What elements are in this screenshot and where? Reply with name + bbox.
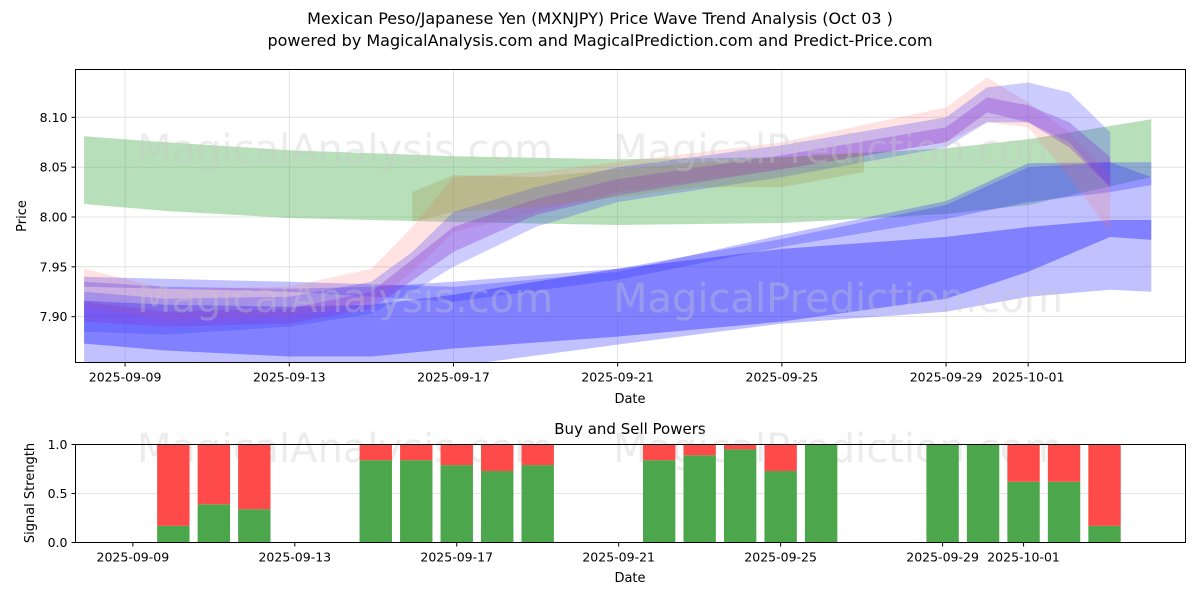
price-y-tick-label: 8.00 — [40, 209, 68, 224]
watermark-text: MagicalAnalysis.com — [137, 276, 553, 322]
price-x-tick-label: 2025-09-13 — [253, 370, 326, 385]
band-lower-cone-inner — [84, 220, 1152, 357]
buy-bar — [926, 444, 959, 543]
buy-bar — [238, 509, 271, 543]
buy-bar — [197, 504, 231, 543]
watermark-text: MagicalPrediction.com — [613, 276, 1063, 322]
band-wave-bundle-olive — [412, 152, 864, 222]
band-trend-channel — [84, 119, 1152, 225]
sell-bar — [521, 444, 554, 466]
price-x-tick-label: 2025-09-25 — [746, 370, 819, 385]
price-y-axis: 7.90 7.95 8.00 8.05 8.10 — [40, 110, 76, 324]
sell-bar — [157, 444, 190, 526]
watermark-text: MagicalAnalysis.com — [137, 127, 553, 173]
band-wave-bundle-purple-core — [84, 97, 1111, 327]
price-x-tick-label: 2025-10-01 — [992, 370, 1065, 385]
signal-x-tick-label: 2025-10-01 — [987, 550, 1060, 565]
signal-y-axis: 0.0 0.5 1.0 — [48, 437, 76, 550]
sell-bar — [400, 444, 433, 461]
price-y-tick-label: 8.05 — [40, 160, 68, 175]
band-wave-bundle-red — [84, 77, 1111, 320]
buy-bar — [359, 460, 392, 543]
chart-subtitle: powered by MagicalAnalysis.com and Magic… — [267, 31, 933, 50]
sell-bar — [359, 444, 392, 461]
price-watermarks: MagicalAnalysis.com MagicalPrediction.com… — [137, 127, 1063, 322]
sell-bar — [481, 444, 514, 471]
signal-y-tick-label: 0.5 — [48, 486, 68, 501]
sell-bar — [1088, 444, 1121, 526]
watermark-text: MagicalPrediction.com — [613, 127, 1063, 173]
buy-bar — [683, 455, 716, 543]
price-grid — [75, 69, 1186, 363]
price-x-tick-label: 2025-09-29 — [910, 370, 983, 385]
price-x-tick-label: 2025-09-21 — [581, 370, 654, 385]
sell-bar — [1007, 444, 1040, 482]
chart-title: Mexican Peso/Japanese Yen (MXNJPY) Price… — [307, 9, 893, 28]
price-x-tick-label: 2025-09-09 — [89, 370, 162, 385]
signal-x-tick-label: 2025-09-21 — [582, 550, 655, 565]
signal-x-tick-label: 2025-09-13 — [258, 550, 331, 565]
sell-bar — [764, 444, 797, 471]
buy-bar — [723, 449, 757, 543]
signal-bars — [157, 444, 1121, 543]
buy-bar — [481, 470, 514, 543]
price-x-axis: 2025-09-09 2025-09-13 2025-09-17 2025-09-21… — [89, 362, 1065, 385]
signal-x-tick-label: 2025-09-09 — [97, 550, 170, 565]
sell-bar — [642, 444, 676, 461]
buy-bar — [1088, 525, 1121, 543]
buy-bar — [157, 525, 190, 543]
signal-x-axis: 2025-09-09 2025-09-13 2025-09-17 2025-09-21… — [97, 542, 1060, 565]
buy-bar — [1007, 481, 1040, 543]
signal-title: Buy and Sell Powers — [554, 420, 706, 438]
band-lower-cone-outer — [84, 162, 1152, 363]
price-y-tick-label: 7.95 — [40, 259, 68, 274]
buy-bar — [804, 444, 838, 543]
signal-x-label: Date — [614, 571, 645, 586]
buy-bar — [400, 460, 433, 543]
buy-bar — [642, 460, 676, 543]
sell-bar — [440, 444, 473, 466]
sell-bar — [683, 444, 716, 456]
signal-x-tick-label: 2025-09-25 — [744, 550, 817, 565]
signal-y-tick-label: 0.0 — [48, 535, 68, 550]
signal-y-tick-label: 1.0 — [48, 437, 68, 452]
price-x-tick-label: 2025-09-17 — [417, 370, 490, 385]
price-axes-frame — [75, 69, 1186, 363]
price-y-label: Price — [15, 200, 30, 232]
buy-bar — [966, 444, 1000, 543]
buy-bar — [1047, 481, 1081, 543]
price-y-tick-label: 8.10 — [40, 110, 68, 125]
buy-bar — [764, 470, 797, 543]
sell-bar — [238, 444, 271, 510]
buy-bar — [440, 465, 473, 543]
band-wave-bundle-blue — [84, 82, 1111, 335]
price-bands — [84, 77, 1152, 363]
signal-y-label: Signal Strength — [23, 443, 38, 543]
signal-x-tick-label: 2025-09-29 — [906, 550, 979, 565]
price-y-tick-label: 7.90 — [40, 309, 68, 324]
signal-x-tick-label: 2025-09-17 — [420, 550, 493, 565]
price-x-label: Date — [614, 392, 645, 407]
buy-bar — [521, 465, 554, 543]
band-upper-cone — [84, 162, 1152, 302]
sell-bar — [1047, 444, 1081, 482]
sell-bar — [197, 444, 231, 505]
sell-bar — [723, 444, 757, 450]
